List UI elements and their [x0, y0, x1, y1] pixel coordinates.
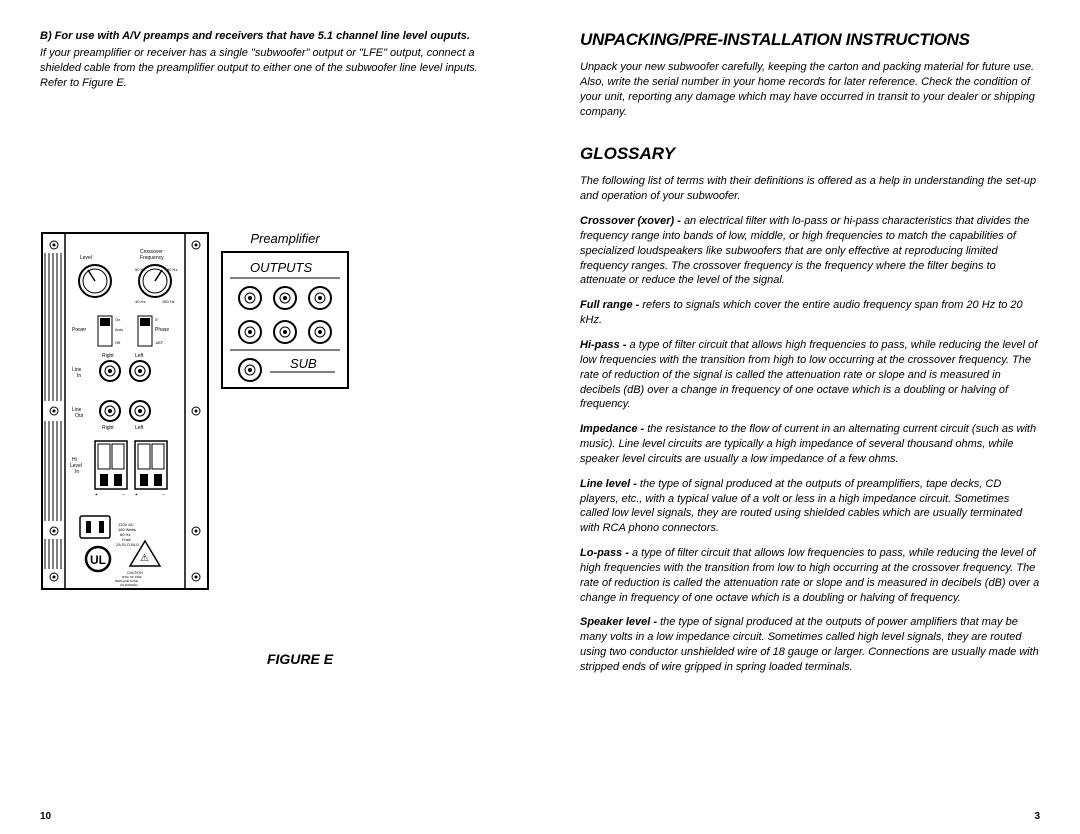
- svg-text:UL: UL: [90, 553, 106, 567]
- section-b-body: If your preamplifier or receiver has a s…: [40, 46, 500, 91]
- glossary-item: Line level - the type of signal produced…: [580, 477, 1040, 536]
- svg-text:In: In: [75, 469, 79, 475]
- glossary-def: a type of filter circuit that allows low…: [580, 547, 1039, 604]
- svg-text:Off: Off: [115, 340, 121, 345]
- svg-text:+: +: [95, 492, 98, 498]
- svg-text:OUTPUTS: OUTPUTS: [250, 260, 312, 275]
- figure-caption: FIGURE E: [100, 651, 500, 667]
- glossary-item: Lo-pass - a type of filter circuit that …: [580, 546, 1040, 605]
- glossary-item: Impedance - the resistance to the flow o…: [580, 422, 1040, 467]
- glossary-def: a type of filter circuit that allows hig…: [580, 339, 1037, 410]
- svg-text:Power: Power: [72, 327, 87, 333]
- svg-text:180°: 180°: [155, 340, 164, 345]
- page-num-right: 3: [1034, 811, 1040, 822]
- unpacking-title: UNPACKING/PRE-INSTALLATION INSTRUCTIONS: [580, 30, 1040, 50]
- svg-text:Right: Right: [102, 425, 114, 431]
- preamp-diagram: OUTPUTS SUB: [220, 250, 350, 390]
- svg-text:SUB: SUB: [290, 356, 317, 371]
- svg-text:Left: Left: [135, 353, 144, 359]
- svg-text:In: In: [77, 373, 81, 379]
- svg-text:Left: Left: [135, 425, 144, 431]
- glossary-def: the resistance to the flow of current in…: [580, 423, 1036, 465]
- svg-text:50 Hz: 50 Hz: [135, 267, 145, 272]
- glossary-item: Full range - refers to signals which cov…: [580, 298, 1040, 328]
- glossary-list: Crossover (xover) - an electrical filter…: [580, 214, 1040, 675]
- svg-text:−: −: [122, 492, 125, 498]
- glossary-term: Full range -: [580, 299, 642, 311]
- page-left: B) For use with A/V preamps and receiver…: [0, 0, 540, 834]
- svg-text:⚠: ⚠: [140, 553, 149, 564]
- svg-text:Right: Right: [102, 353, 114, 359]
- page-right: UNPACKING/PRE-INSTALLATION INSTRUCTIONS …: [540, 0, 1080, 834]
- svg-text:40 Hz: 40 Hz: [135, 299, 145, 304]
- glossary-title: GLOSSARY: [580, 144, 1040, 164]
- glossary-term: Lo-pass -: [580, 547, 632, 559]
- unpacking-body: Unpack your new subwoofer carefully, kee…: [580, 60, 1040, 119]
- svg-text:0°: 0°: [155, 317, 159, 322]
- figure-e: Level Crossover Frequency 50 Hz 90 Hz 40…: [40, 231, 500, 591]
- svg-text:On: On: [115, 317, 120, 322]
- svg-text:90 Hz: 90 Hz: [167, 267, 177, 272]
- glossary-term: Hi-pass -: [580, 339, 630, 351]
- svg-text:Frequency: Frequency: [140, 255, 164, 261]
- glossary-item: Crossover (xover) - an electrical filter…: [580, 214, 1040, 288]
- glossary-def: the type of signal produced at the outpu…: [580, 478, 1022, 535]
- glossary-term: Speaker level -: [580, 616, 660, 628]
- svg-text:150 Hz: 150 Hz: [162, 299, 175, 304]
- preamp-label: Preamplifier: [220, 231, 350, 246]
- svg-text:Phase: Phase: [155, 327, 169, 333]
- preamp-box: Preamplifier OUTPUTS SUB: [220, 231, 350, 591]
- glossary-term: Line level -: [580, 478, 640, 490]
- section-b-title: B) For use with A/V preamps and receiver…: [40, 30, 500, 42]
- glossary-term: Crossover (xover) -: [580, 215, 684, 227]
- svg-text:Level: Level: [80, 255, 92, 261]
- svg-text:Auto: Auto: [115, 327, 124, 332]
- glossary-item: Speaker level - the type of signal produ…: [580, 615, 1040, 674]
- page-num-left: 10: [40, 811, 51, 822]
- amp-panel-diagram: Level Crossover Frequency 50 Hz 90 Hz 40…: [40, 231, 210, 591]
- svg-text:−: −: [162, 492, 165, 498]
- svg-text:2A SLO-BLO: 2A SLO-BLO: [116, 542, 139, 547]
- glossary-item: Hi-pass - a type of filter circuit that …: [580, 338, 1040, 412]
- svg-text:+: +: [135, 492, 138, 498]
- svg-text:AS MARKED: AS MARKED: [120, 583, 139, 587]
- svg-text:Out: Out: [75, 413, 84, 419]
- glossary-intro: The following list of terms with their d…: [580, 174, 1040, 204]
- glossary-def: refers to signals which cover the entire…: [580, 299, 1023, 326]
- glossary-term: Impedance -: [580, 423, 647, 435]
